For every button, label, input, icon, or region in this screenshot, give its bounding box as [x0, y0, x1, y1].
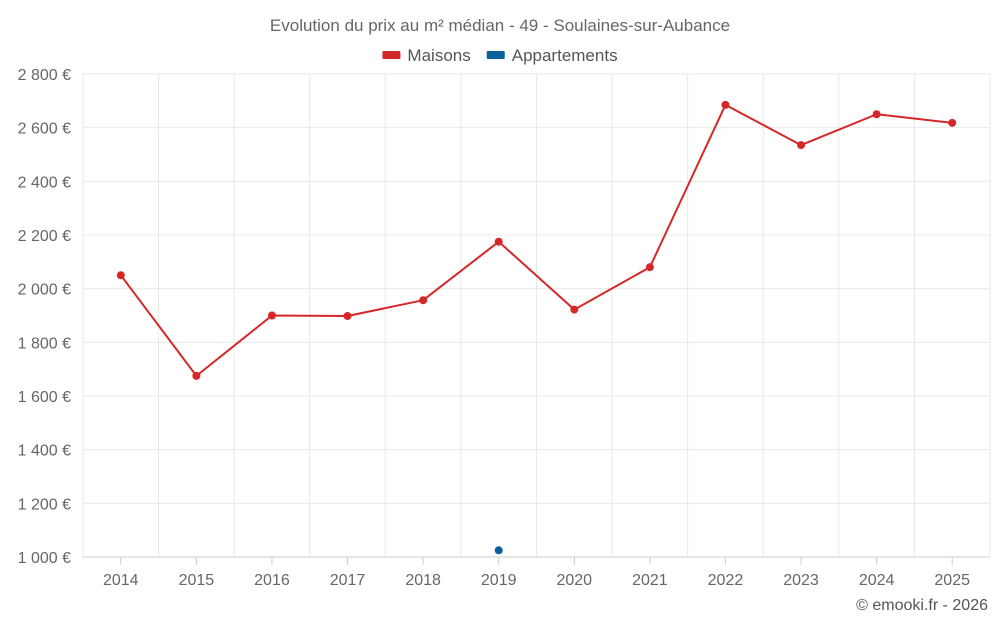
y-tick-label: 1 000 € — [18, 550, 71, 567]
x-tick-label: 2015 — [179, 572, 215, 589]
x-tick-label: 2022 — [708, 572, 744, 589]
data-point-appartements[interactable] — [494, 546, 503, 555]
chart-legend: Maisons Appartements — [382, 46, 618, 65]
y-tick-label: 1 800 € — [18, 335, 71, 352]
x-tick-label: 2018 — [405, 572, 441, 589]
x-tick-label: 2025 — [934, 572, 970, 589]
y-axis-ticks: 1 000 € 1 200 € 1 400 € 1 600 € 1 800 € 2 000… — [18, 67, 71, 567]
credit-text: © emooki.fr - 2026 — [856, 597, 988, 614]
y-tick-label: 2 400 € — [18, 174, 71, 191]
data-point-maisons[interactable] — [948, 118, 957, 127]
data-point-maisons[interactable] — [570, 305, 579, 314]
y-tick-label: 2 800 € — [18, 67, 71, 84]
x-tick-label: 2017 — [330, 572, 366, 589]
y-tick-label: 2 200 € — [18, 228, 71, 245]
x-tick-label: 2019 — [481, 572, 517, 589]
legend-item-maisons[interactable]: Maisons — [382, 46, 471, 65]
chart-title: Evolution du prix au m² médian - 49 - So… — [270, 16, 730, 35]
data-point-maisons[interactable] — [645, 263, 654, 272]
x-gridlines — [82, 74, 991, 557]
y-tick-label: 1 400 € — [18, 443, 71, 460]
y-tick-label: 2 600 € — [18, 121, 71, 138]
legend-item-appartements[interactable]: Appartements — [486, 46, 618, 65]
data-point-maisons[interactable] — [721, 100, 730, 109]
data-point-maisons[interactable] — [494, 237, 503, 246]
x-tick-label: 2021 — [632, 572, 668, 589]
data-point-maisons[interactable] — [192, 371, 201, 380]
series-line-maisons — [119, 103, 953, 377]
series-layer — [116, 100, 957, 555]
x-tick-label: 2016 — [254, 572, 290, 589]
data-point-maisons[interactable] — [116, 271, 125, 280]
x-tick-label: 2024 — [859, 572, 895, 589]
data-point-maisons[interactable] — [267, 311, 276, 320]
y-tick-label: 1 200 € — [18, 496, 71, 513]
y-tick-label: 1 600 € — [18, 389, 71, 406]
legend-label: Maisons — [407, 46, 470, 65]
series-appartements — [494, 546, 503, 555]
data-point-maisons[interactable] — [872, 110, 881, 119]
legend-swatch — [382, 51, 401, 59]
data-point-maisons[interactable] — [343, 312, 352, 321]
legend-label: Appartements — [512, 46, 618, 65]
x-tick-label: 2014 — [103, 572, 139, 589]
legend-swatch — [486, 51, 505, 59]
x-axis-ticks: 2014 2015 2016 2017 2018 2019 2020 2021 2022 2023… — [103, 557, 970, 589]
y-tick-label: 2 000 € — [18, 282, 71, 299]
data-point-maisons[interactable] — [419, 296, 428, 305]
x-tick-label: 2023 — [783, 572, 819, 589]
x-tick-label: 2020 — [556, 572, 592, 589]
series-maisons — [116, 100, 957, 380]
data-point-maisons[interactable] — [797, 141, 806, 150]
